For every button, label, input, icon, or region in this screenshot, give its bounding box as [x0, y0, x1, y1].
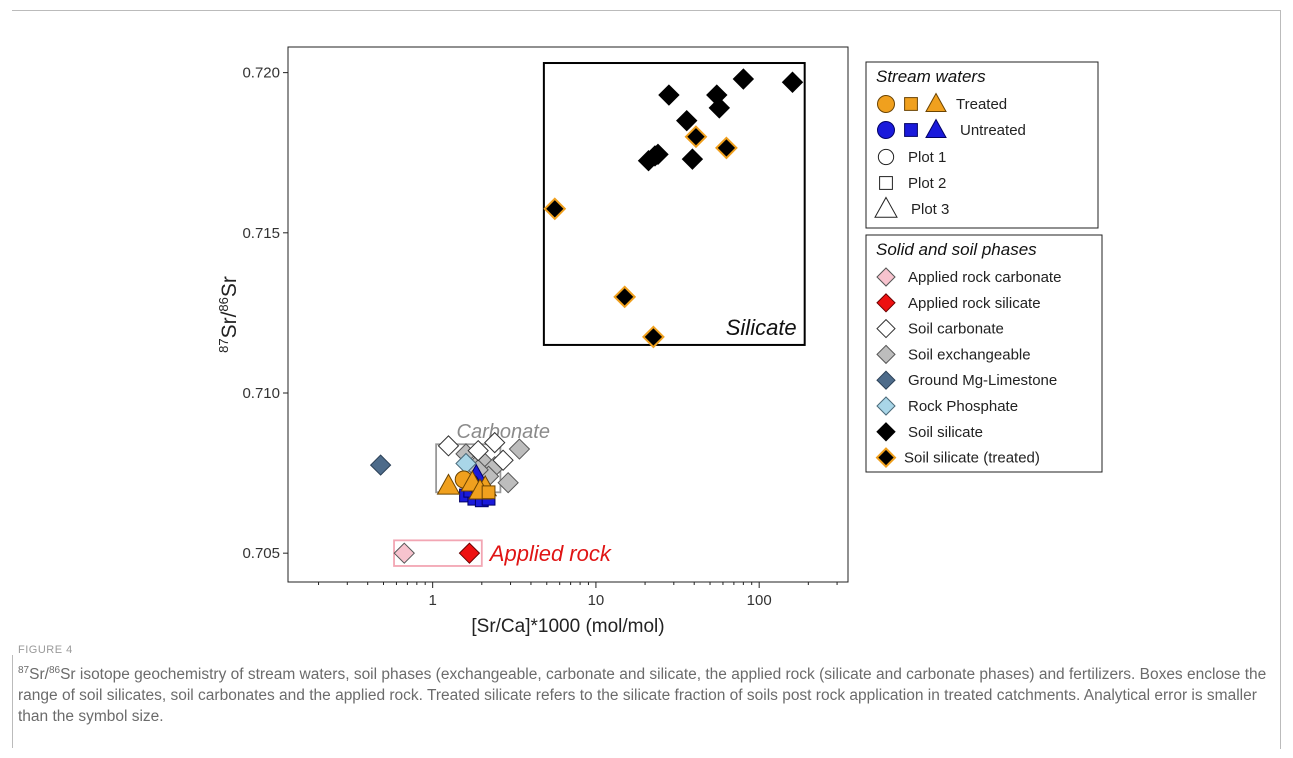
legend-solid-soil-exchangeable: Soil exchangeable: [908, 346, 1031, 363]
figure-frame: [12, 10, 1281, 749]
legend-stream-plot-2: Plot 2: [908, 175, 946, 192]
legend-marker-soil-exchangeable: [876, 344, 896, 365]
legend-plot3-triangle: [874, 196, 898, 218]
legend-solid-title: Solid and soil phases: [876, 240, 1037, 259]
axes: 0.705 0.710 0.715 0.720 1 10 100 [Sr/Ca]*1000 (…: [216, 65, 838, 637]
legend-solid-soil-silicate: Soil silicate: [908, 424, 983, 441]
point-soil-exchangeable-diamond-3: [497, 471, 519, 494]
legend-plot2-square: [879, 176, 893, 190]
legend-untreated-circle: [877, 121, 895, 139]
legend-marker-ground-mg-limestone: [876, 370, 896, 390]
x-tick-label: 10: [588, 592, 605, 609]
legend-untreated-triangle: [925, 118, 947, 138]
point-soil-silicate-diamond-5: [676, 109, 698, 132]
point-soil-carbonate-diamond-3: [492, 449, 514, 471]
legend-marker-applied-rock-carbonate: [876, 267, 896, 287]
legend-plot1-circle: [877, 148, 895, 166]
legend-solid-soil-carbonate: Soil carbonate: [908, 321, 1004, 338]
point-soil-silicate-diamond-3: [781, 71, 804, 93]
x-tick-label: 100: [747, 592, 772, 609]
legend-solid-soil-phases: Solid and soil phases Applied rock carbon…: [865, 234, 1103, 473]
legend-stream-treated: Treated: [956, 96, 1007, 113]
x-tick-label: 1: [428, 592, 436, 609]
point-soil-silicate-treated-diamond-4: [641, 325, 665, 349]
figure-label: FIGURE 4: [18, 644, 73, 656]
legend-solid-ground-mg-limestone: Ground Mg-Limestone: [908, 372, 1057, 389]
legend-solid-applied-rock-carbonate: Applied rock carbonate: [908, 269, 1061, 286]
legend-solid-rock-phosphate: Rock Phosphate: [908, 398, 1018, 415]
legend-solid-soil-silicate-treated: Soil silicate (treated): [904, 450, 1040, 467]
point-treated-square-0: [481, 485, 496, 500]
legend-untreated-square: [904, 123, 918, 137]
legend-marker-soil-silicate: [876, 422, 896, 442]
box-label-applied-rock: Applied rock: [488, 541, 612, 566]
legend-stream-plot-1: Plot 1: [908, 149, 946, 166]
point-applied-rock-carbonate-diamond-0: [393, 542, 415, 564]
point-soil-exchangeable-diamond-4: [508, 438, 531, 460]
point-soil-silicate-diamond-2: [732, 68, 755, 90]
point-treated-triangle-0: [436, 473, 461, 495]
y-tick-label: 0.720: [242, 65, 280, 82]
caption-sr: Sr/: [29, 666, 49, 684]
point-soil-silicate-treated-diamond-0: [543, 197, 567, 221]
legend-treated-square: [904, 97, 918, 111]
figure-frame-left: [12, 655, 13, 748]
legend-stream-untreated: Untreated: [960, 122, 1026, 139]
box-label-carbonate: Carbonate: [457, 421, 550, 443]
point-soil-silicate-diamond-0: [658, 84, 680, 106]
legend-solid-frame: [865, 234, 1103, 473]
legend-marker-soil-carbonate: [876, 318, 896, 339]
caption-sup-87: 87: [18, 665, 30, 676]
box-silicate: [542, 62, 806, 346]
point-soil-silicate-diamond-9: [647, 143, 669, 166]
caption-sup-86: 86: [48, 665, 61, 676]
legend-stream-title: Stream waters: [876, 67, 986, 86]
caption-body: Sr isotope geochemistry of stream waters…: [18, 666, 1267, 726]
point-soil-silicate-diamond-8: [681, 148, 704, 170]
legend-marker-soil-silicate-treated: [875, 447, 897, 469]
box-label-silicate: Silicate: [726, 315, 797, 340]
legend-stream-plot-3: Plot 3: [911, 201, 949, 218]
point-soil-silicate-diamond-4: [708, 97, 731, 119]
legend-treated-triangle: [925, 92, 947, 112]
figure-caption: 87Sr/86Sr isotope geochemistry of stream…: [18, 660, 1273, 727]
isotope-chart: Silicate Carbonate Applied rock 0.705 0.710…: [216, 46, 1103, 637]
point-ground-mg-limestone-diamond-0: [369, 454, 392, 476]
range-boxes: Silicate Carbonate Applied rock: [393, 62, 806, 567]
legend-solid-applied-rock-silicate: Applied rock silicate: [908, 295, 1041, 312]
legend-treated-circle: [877, 95, 895, 113]
data-points: [369, 68, 804, 564]
legend-stream-frame: [865, 61, 1099, 229]
y-tick-label: 0.705: [242, 545, 280, 562]
point-applied-rock-silicate-diamond-0: [458, 542, 481, 564]
plot-frame: [287, 46, 849, 583]
point-soil-silicate-treated-diamond-1: [684, 125, 708, 149]
point-soil-carbonate-diamond-0: [437, 435, 460, 457]
plot-area: [287, 46, 849, 583]
point-soil-carbonate-diamond-1: [484, 431, 506, 454]
point-soil-carbonate-diamond-2: [467, 439, 489, 462]
y-tick-label: 0.715: [242, 225, 280, 242]
point-soil-silicate-treated-diamond-3: [613, 285, 637, 309]
y-tick-label: 0.710: [242, 385, 280, 402]
y-axis-label: 87Sr/86Sr: [216, 276, 241, 353]
point-soil-silicate-treated-diamond-2: [715, 136, 738, 160]
legend-marker-applied-rock-silicate: [876, 293, 896, 313]
x-axis-label: [Sr/Ca]*1000 (mol/mol): [471, 616, 664, 637]
legend-marker-rock-phosphate: [876, 396, 896, 416]
legend-stream-waters: Stream waters Treated Untreated Plot 1 Plot …: [865, 61, 1099, 229]
